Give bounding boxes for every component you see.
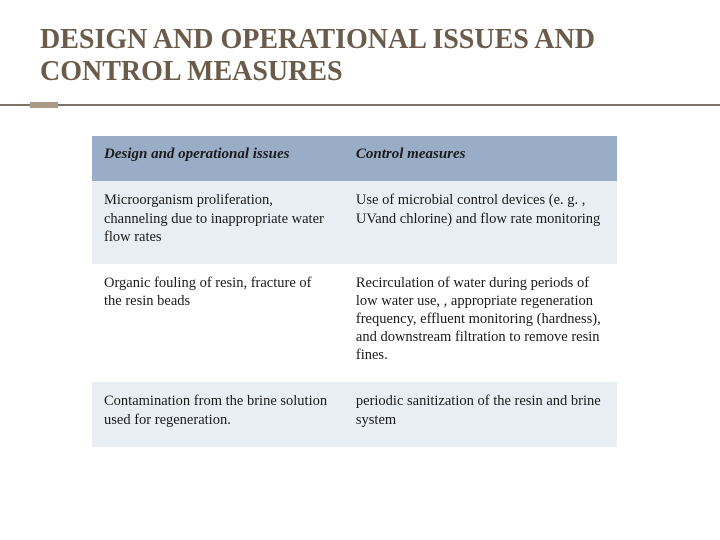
page-title: DESIGN AND OPERATIONAL ISSUES AND CONTRO… [40, 24, 680, 88]
rule-line [0, 104, 720, 106]
col-header-measures: Control measures [344, 136, 617, 181]
cell-issue: Microorganism proliferation, channeling … [92, 181, 344, 263]
issues-table: Design and operational issues Control me… [92, 136, 617, 446]
cell-measure: periodic sanitization of the resin and b… [344, 382, 617, 446]
cell-issue: Organic fouling of resin, fracture of th… [92, 264, 344, 383]
rule-accent [30, 102, 58, 108]
cell-measure: Use of microbial control devices (e. g. … [344, 181, 617, 263]
title-rule [0, 102, 720, 108]
table-row: Contamination from the brine solution us… [92, 382, 617, 446]
col-header-issues: Design and operational issues [92, 136, 344, 181]
table-header-row: Design and operational issues Control me… [92, 136, 617, 181]
cell-issue: Contamination from the brine solution us… [92, 382, 344, 446]
table-row: Microorganism proliferation, channeling … [92, 181, 617, 263]
cell-measure: Recirculation of water during periods of… [344, 264, 617, 383]
table-row: Organic fouling of resin, fracture of th… [92, 264, 617, 383]
slide: DESIGN AND OPERATIONAL ISSUES AND CONTRO… [0, 0, 720, 540]
